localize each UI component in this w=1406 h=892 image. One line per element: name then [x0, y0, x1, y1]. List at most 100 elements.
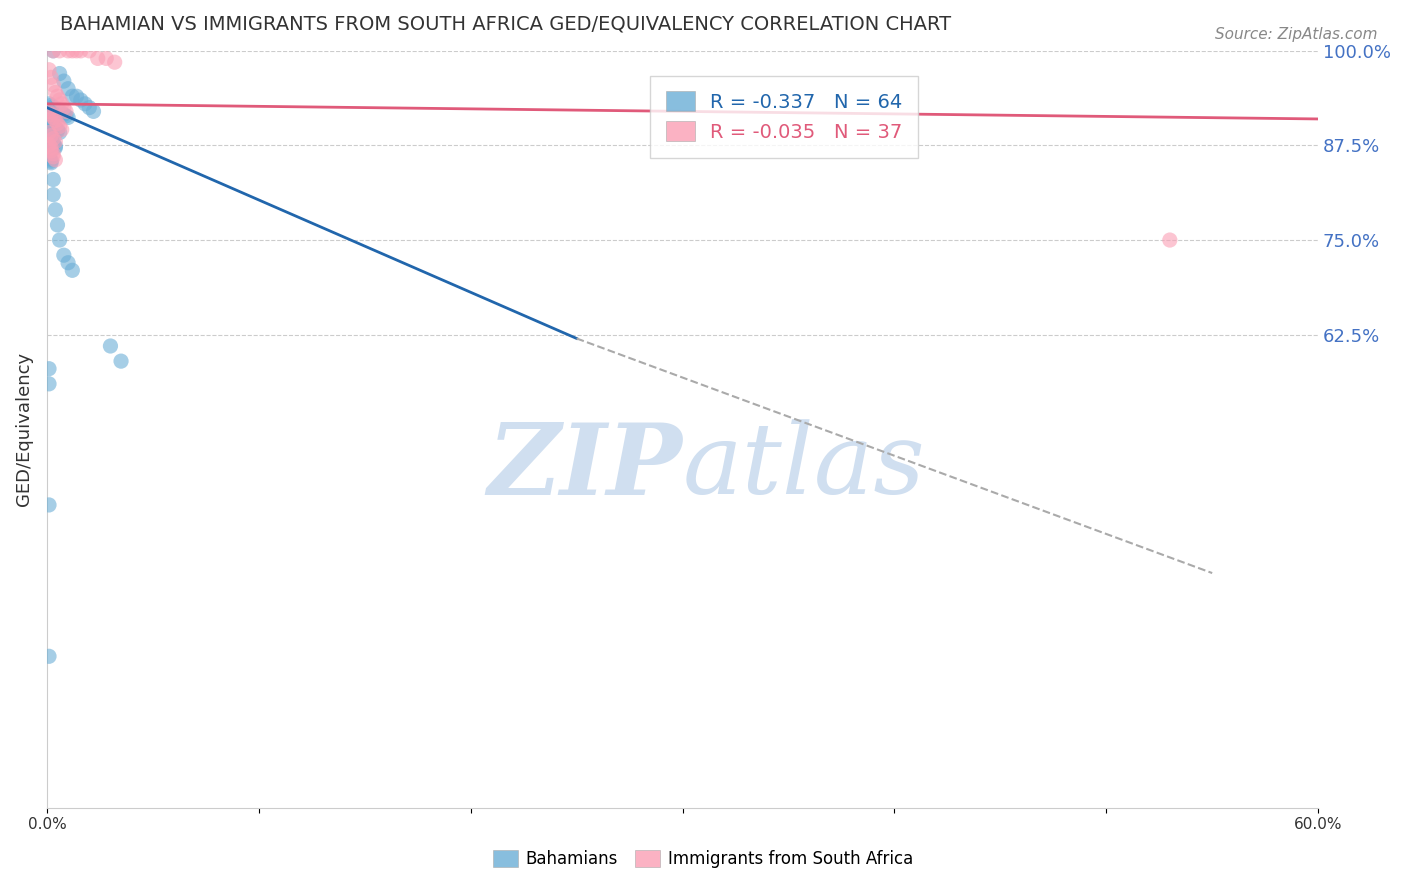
Point	[42, 44, 65, 58]
Point	[38, 148, 60, 162]
Point	[56, 44, 79, 58]
Point	[38, 128, 60, 143]
Point	[55, 109, 77, 123]
Point	[42, 137, 65, 152]
Point	[39, 133, 62, 147]
Point	[46, 116, 69, 130]
Point	[51, 106, 73, 120]
Text: BAHAMIAN VS IMMIGRANTS FROM SOUTH AFRICA GED/EQUIVALENCY CORRELATION CHART: BAHAMIAN VS IMMIGRANTS FROM SOUTH AFRICA…	[59, 15, 950, 34]
Point	[39, 135, 62, 149]
Point	[44, 121, 66, 136]
Point	[52, 107, 75, 121]
Point	[56, 111, 79, 125]
Legend: Bahamians, Immigrants from South Africa: Bahamians, Immigrants from South Africa	[486, 843, 920, 875]
Point	[38, 146, 60, 161]
Point	[39, 70, 62, 85]
Point	[38, 96, 60, 111]
Point	[38, 137, 60, 152]
Point	[39, 98, 62, 112]
Point	[46, 89, 69, 103]
Point	[42, 131, 65, 145]
Point	[110, 354, 132, 368]
Y-axis label: GED/Equivalency: GED/Equivalency	[15, 352, 32, 507]
Point	[52, 248, 75, 262]
Point	[42, 136, 65, 151]
Text: ZIP: ZIP	[488, 419, 682, 516]
Point	[39, 115, 62, 129]
Point	[48, 66, 70, 80]
Point	[60, 44, 83, 58]
Point	[44, 113, 66, 128]
Point	[44, 202, 66, 217]
Point	[56, 81, 79, 95]
Point	[42, 44, 65, 58]
Point	[1159, 233, 1181, 247]
Point	[87, 51, 110, 65]
Point	[39, 156, 62, 170]
Point	[48, 44, 70, 58]
Point	[60, 263, 83, 277]
Point	[38, 62, 60, 77]
Point	[38, 130, 60, 145]
Point	[96, 51, 118, 65]
Point	[42, 146, 65, 161]
Point	[38, 144, 60, 158]
Point	[44, 120, 66, 134]
Point	[39, 128, 62, 143]
Point	[65, 44, 87, 58]
Point	[38, 112, 60, 126]
Point	[38, 649, 60, 664]
Point	[42, 116, 65, 130]
Point	[55, 104, 77, 119]
Point	[46, 103, 69, 117]
Point	[46, 218, 69, 232]
Point	[39, 113, 62, 128]
Point	[38, 150, 60, 164]
Point	[44, 101, 66, 115]
Point	[42, 78, 65, 92]
Point	[38, 376, 60, 391]
Point	[39, 141, 62, 155]
Text: Source: ZipAtlas.com: Source: ZipAtlas.com	[1215, 27, 1378, 42]
Point	[38, 151, 60, 165]
Point	[39, 153, 62, 167]
Point	[48, 126, 70, 140]
Point	[38, 104, 60, 119]
Point	[38, 126, 60, 140]
Point	[42, 111, 65, 125]
Text: atlas: atlas	[682, 419, 925, 515]
Point	[60, 89, 83, 103]
Point	[38, 361, 60, 376]
Point	[39, 154, 62, 169]
Point	[69, 44, 91, 58]
Point	[52, 74, 75, 88]
Point	[46, 122, 69, 136]
Point	[77, 44, 100, 58]
Point	[38, 145, 60, 160]
Point	[42, 118, 65, 132]
Point	[77, 101, 100, 115]
Point	[42, 172, 65, 186]
Point	[51, 122, 73, 136]
Point	[44, 139, 66, 153]
Point	[48, 104, 70, 119]
Point	[48, 233, 70, 247]
Point	[46, 124, 69, 138]
Legend: R = -0.337   N = 64, R = -0.035   N = 37: R = -0.337 N = 64, R = -0.035 N = 37	[650, 76, 918, 158]
Point	[39, 131, 62, 145]
Point	[44, 135, 66, 149]
Point	[69, 93, 91, 107]
Point	[44, 86, 66, 100]
Point	[56, 256, 79, 270]
Point	[39, 144, 62, 158]
Point	[48, 93, 70, 107]
Point	[42, 100, 65, 114]
Point	[38, 127, 60, 141]
Point	[39, 107, 62, 121]
Point	[52, 101, 75, 115]
Point	[48, 120, 70, 134]
Point	[51, 96, 73, 111]
Point	[44, 141, 66, 155]
Point	[65, 89, 87, 103]
Point	[100, 339, 122, 353]
